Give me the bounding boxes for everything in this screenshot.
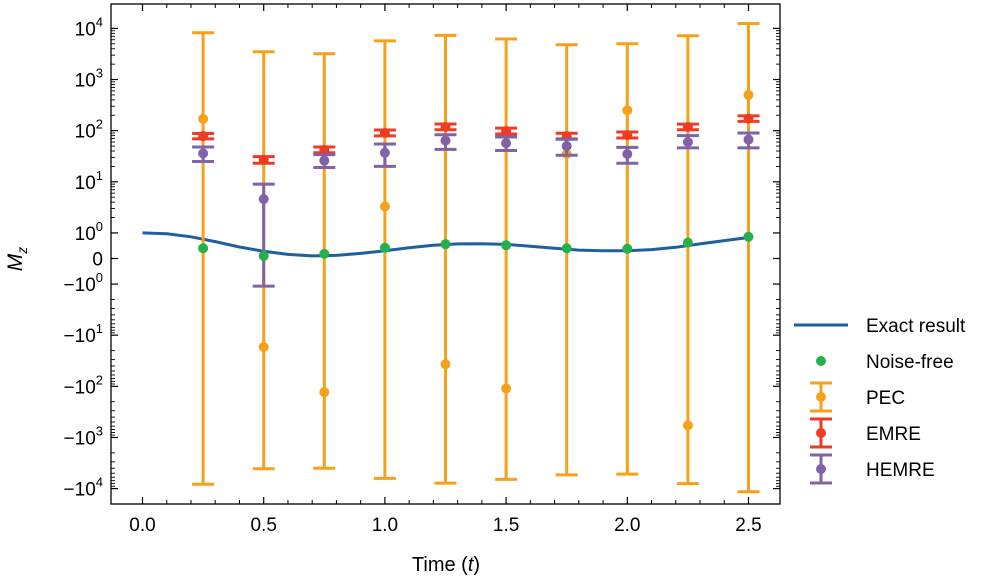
emre-point (682, 121, 693, 132)
legend-swatch-point (816, 392, 826, 402)
emre-point (743, 113, 754, 124)
pec-point (258, 341, 269, 352)
y-tick-label: −101 (64, 321, 103, 347)
pec-point (319, 387, 330, 398)
x-tick-label: 2.0 (614, 515, 640, 536)
pec-point (682, 420, 693, 431)
pec-point (198, 113, 209, 124)
hemre-point (682, 137, 693, 148)
y-tick-label: 102 (75, 117, 103, 143)
y-tick-label: 101 (75, 168, 103, 194)
y-tick-label: 100 (75, 219, 103, 245)
hemre-point (743, 134, 754, 145)
hemre-point (501, 138, 512, 149)
hemre-point (319, 155, 330, 166)
plot-frame (110, 3, 781, 505)
emre-point (440, 121, 451, 132)
x-tick-label: 1.5 (493, 515, 519, 536)
legend-label: PEC (866, 388, 905, 409)
legend-label: Exact result (866, 316, 966, 337)
axes: 0.0 0.5 1.0 1.5 2.0 2.5 104 103 102 101 100 0−100 −1… (64, 3, 781, 536)
noise-free-point (682, 237, 693, 248)
noise-free-point (501, 240, 512, 251)
emre-point (501, 126, 512, 137)
hemre-point (258, 194, 269, 205)
legend-label: EMRE (866, 424, 921, 445)
noise-free-point (440, 239, 451, 250)
noise-free-point (198, 243, 209, 254)
x-tick-label: 2.5 (735, 515, 761, 536)
hemre-point (379, 147, 390, 158)
hemre-point (198, 148, 209, 159)
legend-swatch-point (816, 464, 826, 474)
emre-point (319, 144, 330, 155)
legend: Exact result Noise-free PEC EMRE HEMRE (794, 316, 966, 485)
emre-point (198, 131, 209, 142)
legend-label: Noise-free (866, 352, 954, 373)
plot-area (142, 21, 760, 494)
emre-point (258, 154, 269, 165)
y-tick-label: 104 (75, 14, 103, 40)
x-tick-label: 0.0 (129, 515, 155, 536)
noise-free-point (379, 242, 390, 253)
y-axis-label: Mz (4, 247, 30, 272)
emre-point (379, 128, 390, 139)
y-tick-label: −102 (64, 372, 103, 398)
noise-free-point (743, 231, 754, 242)
x-tick-label: 0.5 (250, 515, 276, 536)
legend-swatch-noise-free (816, 356, 826, 366)
noise-free-point (319, 248, 330, 259)
noise-free-point (561, 243, 572, 254)
y-tick-label: 103 (75, 66, 103, 92)
pec-point (501, 383, 512, 394)
x-tick-label: 1.0 (372, 515, 398, 536)
y-tick-label: −103 (64, 423, 103, 449)
legend-swatch-point (816, 428, 826, 438)
pec-point (743, 89, 754, 100)
pec-point (379, 201, 390, 212)
hemre-point (622, 148, 633, 159)
y-tick-label: −104 (64, 475, 103, 501)
pec-point (440, 359, 451, 370)
legend-label: HEMRE (866, 460, 935, 481)
y-tick-label: 0 (92, 250, 103, 271)
hemre-point (440, 135, 451, 146)
noise-free-point (258, 250, 269, 261)
hemre-point (561, 141, 572, 152)
pec-point (622, 105, 633, 116)
noise-free-point (622, 243, 633, 254)
emre-point (622, 130, 633, 141)
y-tick-label: −100 (64, 270, 103, 296)
x-axis-label: Time (t) (412, 554, 480, 576)
